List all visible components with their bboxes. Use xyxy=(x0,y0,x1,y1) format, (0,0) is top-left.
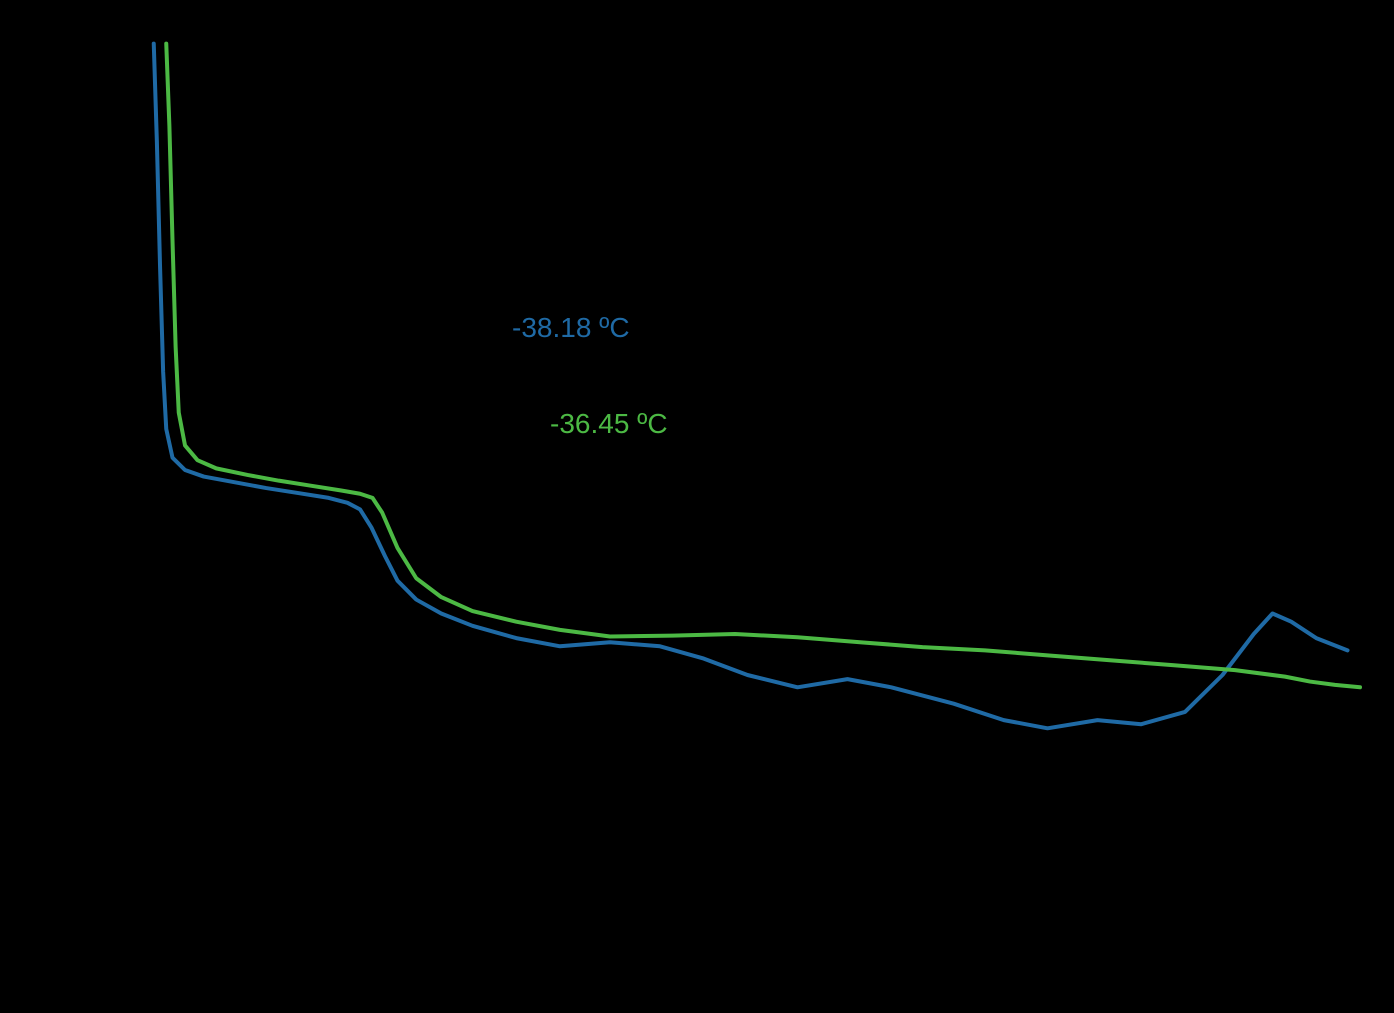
chart-svg xyxy=(0,0,1394,1013)
dsc-chart: -38.18 ºC -36.45 ºC xyxy=(0,0,1394,1013)
annotation-blue: -38.18 ºC xyxy=(512,312,630,344)
annotation-green: -36.45 ºC xyxy=(550,408,668,440)
